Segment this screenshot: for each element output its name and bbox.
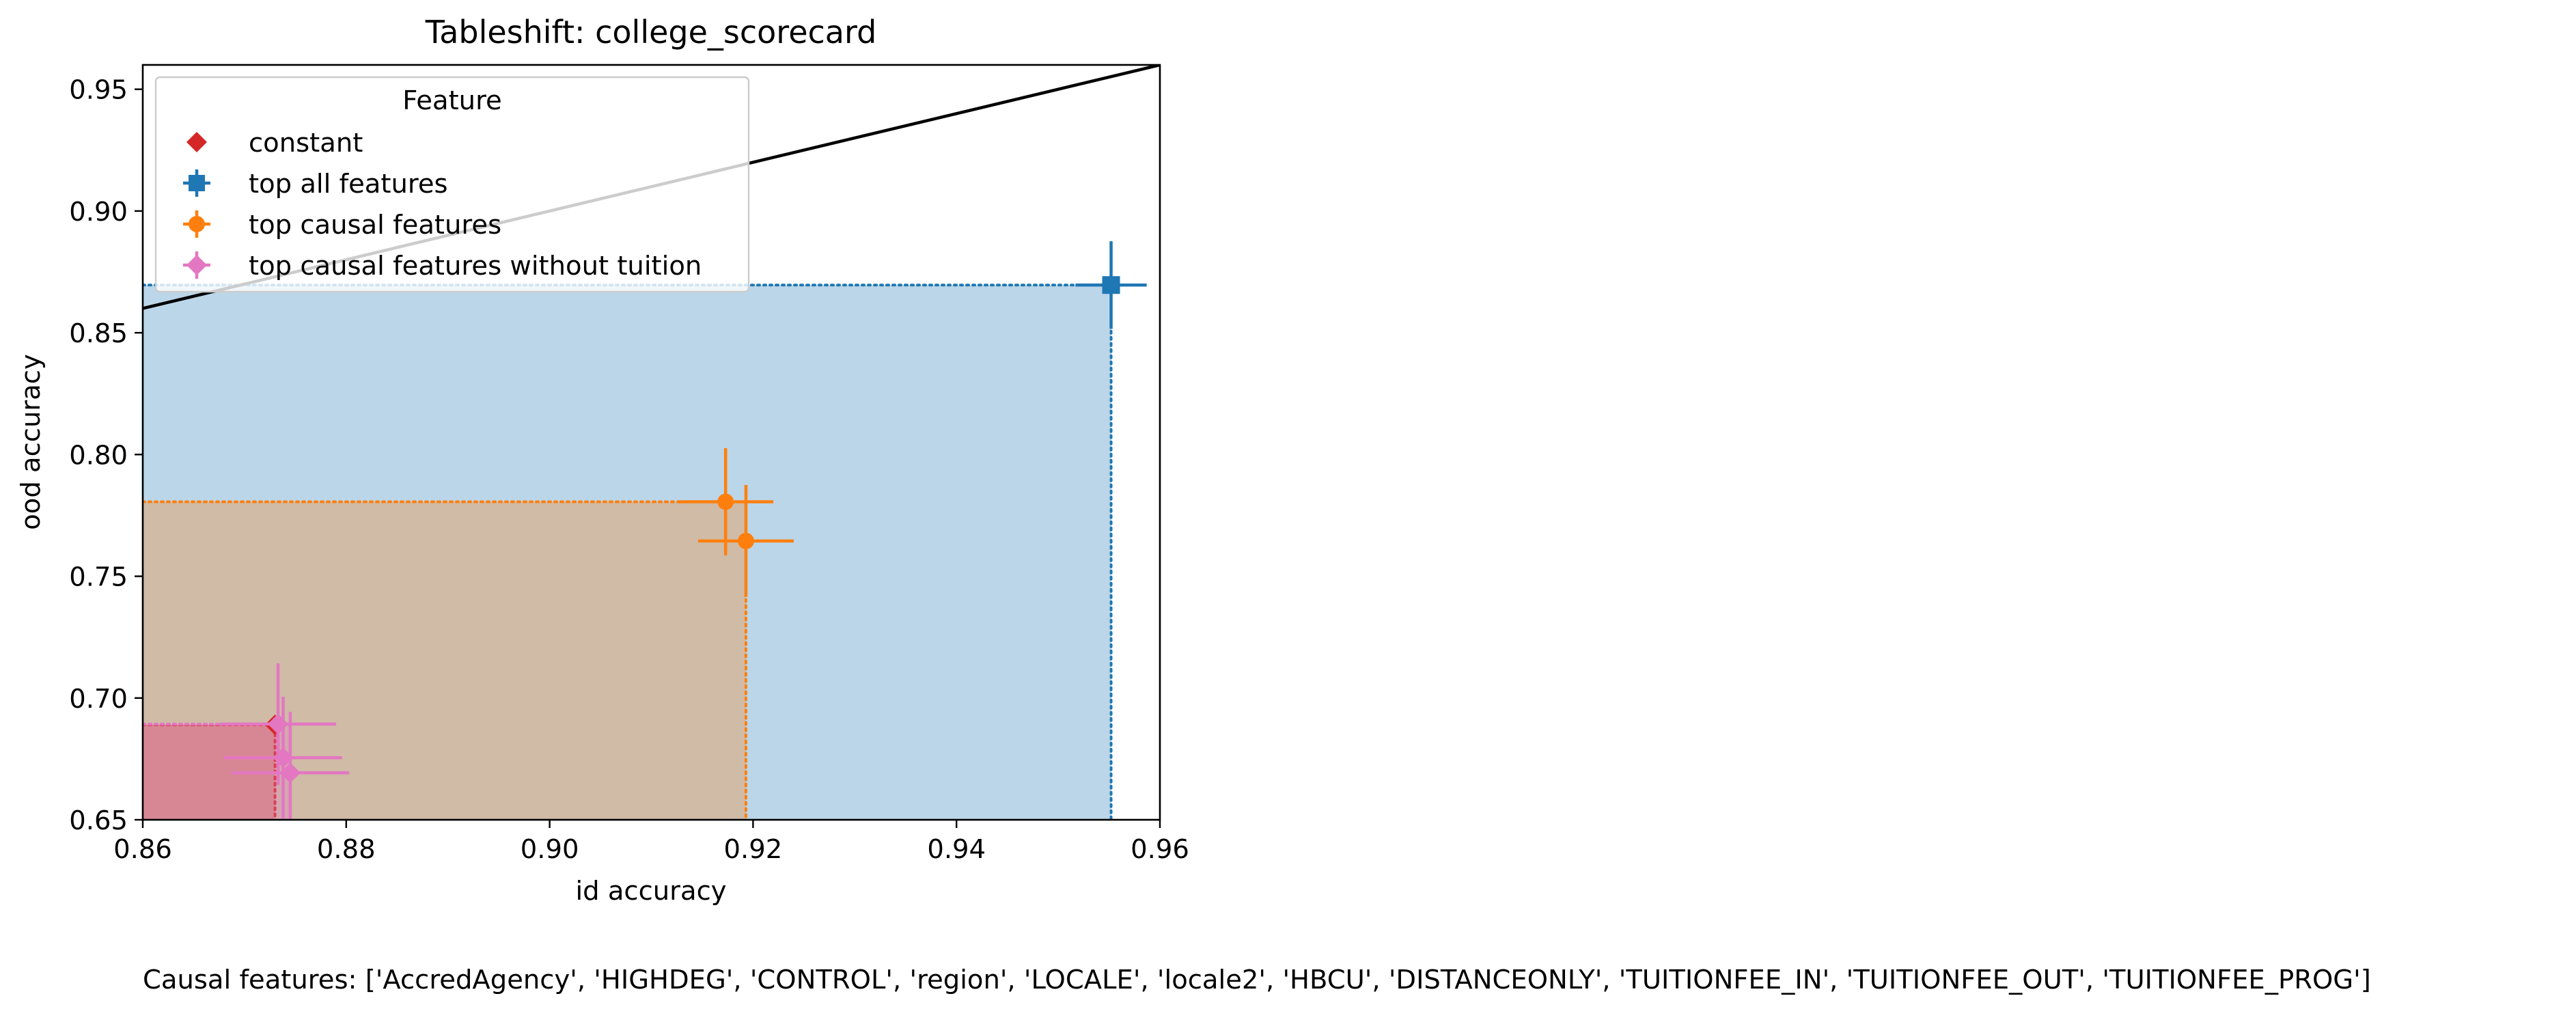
- y-tick-label: 0.90: [69, 197, 128, 227]
- legend-marker-top-all-features: [189, 175, 205, 191]
- y-tick-label: 0.65: [69, 805, 128, 836]
- legend-label-top-all-features: top all features: [249, 169, 448, 199]
- y-tick-label: 0.95: [69, 75, 128, 106]
- y-tick-label: 0.75: [69, 562, 128, 593]
- x-tick-label: 0.94: [927, 834, 986, 865]
- legend-marker-top-causal-features-without-tuition: [186, 255, 207, 275]
- x-axis: 0.86 0.88 0.90 0.92 0.94 0.96: [113, 820, 1189, 865]
- points-layer: [220, 241, 1147, 820]
- y-tick-label: 0.70: [69, 684, 128, 715]
- legend-label-top-causal-features: top causal features: [249, 210, 501, 240]
- x-tick-label: 0.88: [317, 834, 376, 865]
- x-tick-label: 0.86: [113, 834, 172, 865]
- x-axis-label: id accuracy: [575, 876, 726, 907]
- frontier-region-top-causal-features: [143, 501, 746, 820]
- y-tick-label: 0.80: [69, 440, 128, 471]
- x-tick-label: 0.96: [1131, 834, 1189, 865]
- y-axis-label: ood accuracy: [16, 354, 46, 530]
- legend: Feature constant top all features top caus…: [154, 76, 750, 293]
- data-point-top-causal-features: [737, 532, 754, 549]
- chart-title: Tableshift: college_scorecard: [425, 14, 877, 51]
- frontier-layer: [143, 284, 1113, 820]
- data-point-top-causal-features-without-tuition: [273, 747, 294, 769]
- x-tick-label: 0.92: [724, 834, 783, 865]
- legend-title: Feature: [402, 85, 501, 116]
- data-point-top-causal-features: [717, 493, 734, 510]
- legend-marker-top-causal-features: [189, 216, 205, 232]
- legend-marker-constant: [186, 132, 207, 152]
- legend-label-constant: constant: [249, 128, 363, 158]
- plot-area-frame: [141, 64, 1161, 821]
- data-point-top-all-features: [1102, 276, 1120, 294]
- data-point-top-causal-features-without-tuition: [279, 762, 301, 784]
- legend-label-top-causal-features-without-tuition: top causal features without tuition: [249, 251, 702, 281]
- causal-features-note: Causal features: ['AccredAgency', 'HIGHD…: [143, 965, 2371, 995]
- y-axis: 0.65 0.70 0.75 0.80 0.85 0.90 0.95: [69, 75, 143, 836]
- x-tick-label: 0.90: [521, 834, 579, 865]
- legend-box: [154, 76, 750, 293]
- frontier-region-top-all-features: [143, 285, 1111, 820]
- y-tick-label: 0.85: [69, 318, 128, 349]
